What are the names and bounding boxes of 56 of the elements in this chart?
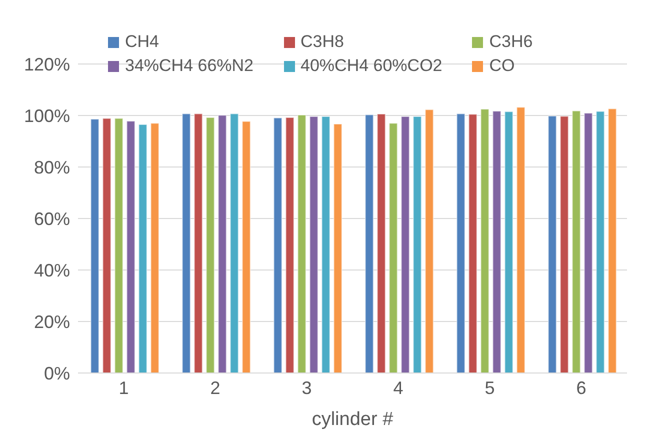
x-tick-label: 2: [210, 378, 220, 398]
legend-label: C3H6: [488, 32, 533, 52]
bar: [206, 117, 215, 373]
x-tick-label: 4: [393, 378, 404, 398]
y-tick-label: 80%: [34, 157, 70, 178]
y-tick-label: 100%: [24, 106, 70, 126]
x-tick-label: 3: [302, 378, 312, 398]
x-tick-label: 1: [118, 378, 129, 398]
bar: [548, 116, 557, 373]
bar: [138, 124, 148, 373]
bar: [388, 122, 398, 373]
bar: [400, 116, 410, 373]
bar: [309, 116, 318, 373]
x-axis-title: cylinder #: [312, 409, 394, 430]
bar: [242, 120, 251, 373]
legend-label: 34%CH4 66%N2: [124, 56, 254, 76]
bar: [424, 109, 434, 373]
y-tick-label: 20%: [34, 312, 70, 332]
bar: [608, 108, 617, 373]
bar: [285, 117, 294, 373]
bar: [364, 114, 374, 373]
bar: [504, 111, 514, 373]
legend-label: 40%CH4 60%CO2: [300, 56, 442, 76]
y-tick-label: 40%: [34, 260, 70, 280]
y-tick-label: 120%: [24, 54, 70, 74]
bar: [230, 113, 239, 373]
bar: [218, 114, 227, 373]
bar: [596, 110, 605, 373]
bar: [492, 110, 502, 373]
bar: [194, 113, 203, 373]
bar: [321, 116, 330, 373]
bar: [126, 120, 136, 373]
legend-label: C3H8: [300, 32, 345, 52]
legend-label: CH4: [124, 32, 160, 52]
y-tick-label: 0%: [44, 363, 70, 384]
bar: [333, 124, 342, 373]
bar: [182, 113, 191, 373]
bar: [480, 108, 490, 373]
bar: [516, 106, 526, 373]
bar: [572, 110, 581, 373]
bar: [150, 122, 160, 373]
bar: [560, 116, 569, 373]
bar: [297, 114, 306, 373]
bar: [102, 118, 112, 373]
bar: [90, 118, 100, 373]
x-tick-label: 6: [576, 378, 586, 398]
bar: [584, 112, 593, 373]
x-tick-label: 5: [484, 378, 495, 398]
bar: [468, 114, 478, 373]
bar: [273, 117, 282, 373]
bar: [376, 113, 386, 373]
bar: [456, 113, 466, 373]
bar: [412, 116, 422, 373]
legend-label: CO: [488, 56, 516, 76]
bar: [114, 118, 124, 373]
y-tick-label: 60%: [34, 208, 70, 229]
